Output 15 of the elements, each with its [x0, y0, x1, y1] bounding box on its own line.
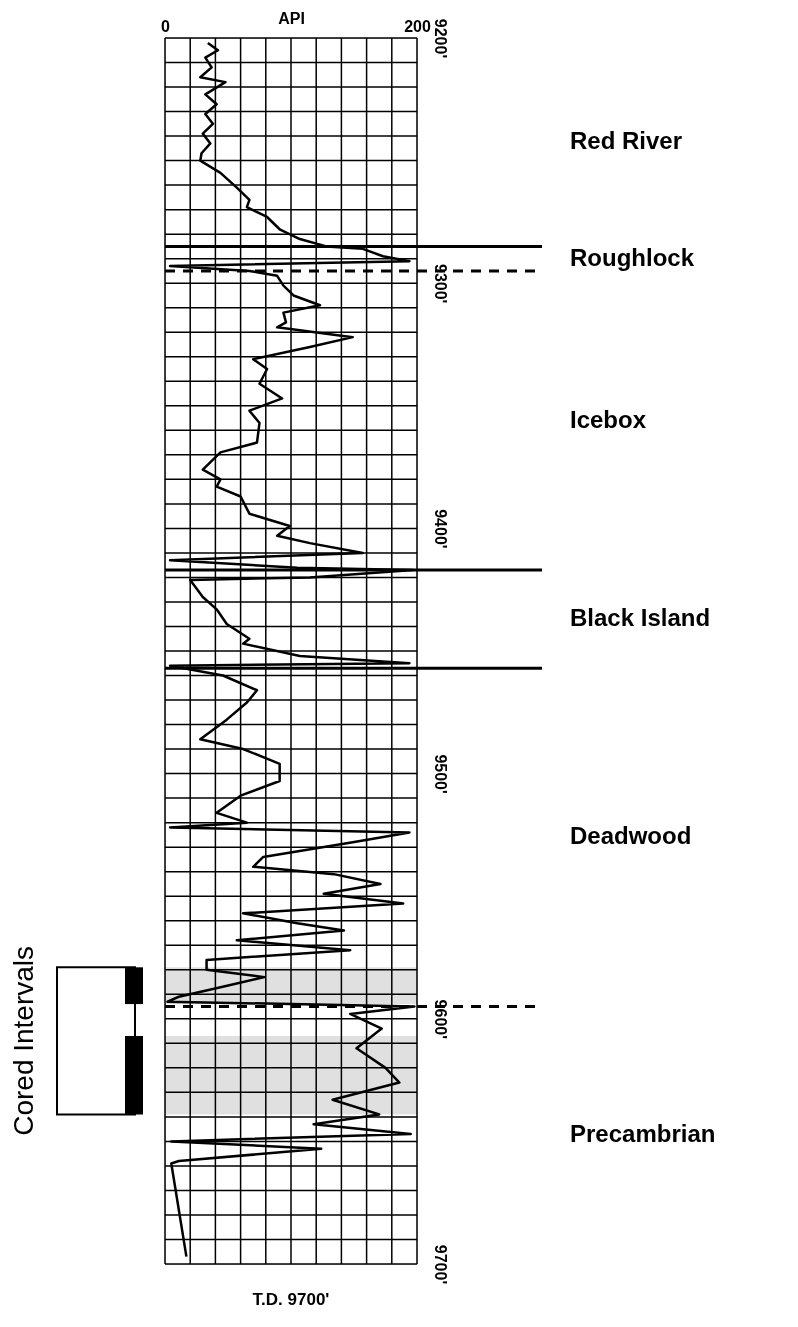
x-tick-label: 200	[404, 17, 431, 35]
y-tick-label: 9700'	[431, 1244, 449, 1285]
x-tick-label: 0	[161, 17, 171, 35]
text: Cored Intervals	[8, 945, 39, 1136]
text: Deadwood	[570, 822, 692, 850]
x-axis-title: API	[278, 9, 305, 27]
y-tick-label: 9500'	[431, 754, 449, 794]
text: Black Island	[570, 604, 711, 632]
text: Roughlock	[570, 243, 695, 271]
text: Red River	[570, 127, 683, 155]
y-tick-label: 9400'	[431, 509, 449, 549]
y-tick-label: 9200'	[431, 18, 449, 59]
text: Precambrian	[570, 1120, 716, 1148]
text: Icebox	[570, 405, 647, 433]
text: T.D. 9700'	[252, 1290, 330, 1309]
